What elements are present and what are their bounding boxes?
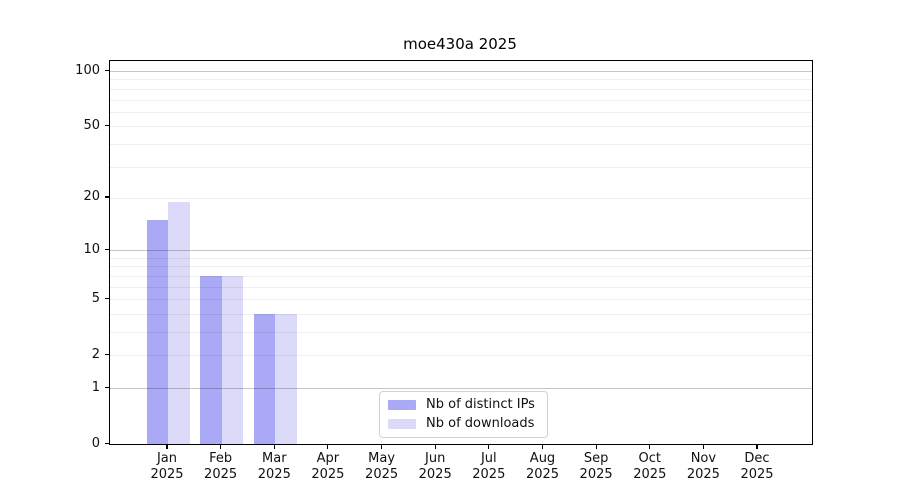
- x-tick-label-mar: Mar 2025: [238, 451, 310, 482]
- legend-swatch-distinct-ips: [388, 400, 416, 410]
- gridline-3: [110, 332, 812, 333]
- x-tick-month-may: May: [368, 451, 396, 466]
- y-tick-mark-100: [104, 69, 109, 71]
- y-tick-label-50: 50: [83, 117, 100, 133]
- y-tick-mark-2: [104, 353, 109, 355]
- x-tick-month-oct: Oct: [638, 451, 662, 466]
- bar-nb-of-distinct-ips-feb: [200, 275, 222, 444]
- x-tick-month-feb: Feb: [209, 451, 233, 466]
- x-tick-year-mar: 2025: [257, 466, 291, 482]
- y-tick-mark-20: [104, 196, 109, 198]
- bar-nb-of-downloads-mar: [275, 313, 297, 444]
- x-tick-mark-mar: [273, 444, 275, 449]
- gridline-70: [110, 99, 812, 101]
- x-tick-month-mar: Mar: [262, 451, 287, 466]
- y-tick-label-1: 1: [91, 379, 100, 395]
- x-tick-label-oct: Oct 2025: [614, 451, 686, 482]
- bar-nb-of-distinct-ips-jan: [146, 219, 168, 444]
- x-tick-year-jul: 2025: [472, 466, 506, 482]
- x-tick-month-apr: Apr: [316, 451, 340, 466]
- x-tick-label-may: May 2025: [346, 451, 418, 482]
- legend-row-downloads: Nb of downloads: [388, 417, 535, 431]
- gridline-6: [110, 286, 812, 288]
- y-tick-label-10: 10: [83, 241, 100, 257]
- x-tick-year-oct: 2025: [633, 466, 667, 482]
- y-tick-mark-1: [104, 386, 109, 388]
- gridline-10: [110, 250, 812, 252]
- x-tick-mark-sep: [595, 444, 597, 449]
- gridline-90: [110, 79, 812, 81]
- x-tick-month-dec: Dec: [744, 451, 770, 466]
- x-tick-mark-aug: [541, 444, 544, 449]
- x-tick-label-jan: Jan 2025: [131, 451, 203, 482]
- gridline-2: [110, 355, 812, 357]
- y-tick-label-100: 100: [75, 62, 100, 78]
- gridline-80: [110, 88, 812, 90]
- gridline-60: [110, 111, 812, 113]
- x-tick-year-apr: 2025: [311, 466, 345, 482]
- legend-label-distinct-ips: Nb of distinct IPs: [426, 397, 535, 412]
- legend-swatch-downloads: [388, 419, 416, 429]
- y-tick-mark-0: [104, 442, 109, 444]
- x-tick-year-feb: 2025: [204, 466, 238, 482]
- legend-row-distinct-ips: Nb of distinct IPs: [388, 398, 535, 412]
- legend: Nb of distinct IPs Nb of downloads: [379, 391, 548, 438]
- x-tick-month-aug: Aug: [529, 451, 556, 466]
- chart-title: moe430a 2025: [403, 35, 517, 53]
- x-tick-month-jul: Jul: [480, 451, 497, 466]
- x-tick-mark-may: [381, 444, 383, 449]
- gridline-20: [110, 197, 812, 199]
- x-tick-label-feb: Feb 2025: [185, 451, 257, 482]
- x-tick-label-dec: Dec 2025: [721, 451, 793, 482]
- x-tick-label-nov: Nov 2025: [667, 451, 739, 482]
- y-tick-label-0: 0: [91, 435, 100, 451]
- gridline-40: [110, 143, 812, 145]
- x-tick-year-dec: 2025: [740, 466, 774, 482]
- x-tick-mark-oct: [649, 444, 651, 449]
- bar-nb-of-distinct-ips-mar: [253, 313, 276, 444]
- x-tick-mark-jan: [166, 444, 168, 449]
- gridline-100: [110, 71, 812, 72]
- x-tick-mark-apr: [327, 444, 329, 449]
- x-tick-year-may: 2025: [365, 466, 399, 482]
- x-tick-year-sep: 2025: [579, 466, 613, 482]
- gridline-5: [110, 299, 812, 301]
- gridline-30: [110, 166, 812, 168]
- x-tick-mark-jul: [488, 444, 490, 449]
- x-tick-label-jul: Jul 2025: [453, 451, 525, 482]
- x-tick-month-jan: Jan: [156, 451, 178, 466]
- gridline-8: [110, 266, 812, 268]
- y-tick-label-20: 20: [83, 189, 100, 205]
- gridline-7: [110, 275, 812, 277]
- y-tick-label-5: 5: [91, 290, 100, 306]
- y-tick-label-2: 2: [91, 346, 100, 362]
- gridline-4: [110, 313, 812, 315]
- x-tick-month-nov: Nov: [690, 451, 717, 466]
- x-tick-year-aug: 2025: [525, 466, 560, 482]
- x-tick-mark-dec: [756, 444, 758, 449]
- x-tick-year-nov: 2025: [686, 466, 720, 482]
- legend-label-downloads: Nb of downloads: [426, 416, 535, 431]
- x-tick-month-sep: Sep: [583, 451, 609, 466]
- y-tick-mark-5: [104, 297, 109, 299]
- bar-nb-of-downloads-feb: [221, 275, 244, 444]
- x-tick-mark-jun: [434, 444, 436, 449]
- x-tick-month-jun: Jun: [425, 451, 446, 466]
- y-tick-mark-10: [104, 248, 109, 250]
- x-tick-year-jan: 2025: [150, 466, 184, 482]
- x-tick-label-jun: Jun 2025: [399, 451, 471, 482]
- plot-area: [109, 60, 813, 445]
- x-tick-mark-nov: [702, 444, 704, 449]
- gridline-1: [110, 388, 812, 389]
- x-tick-mark-feb: [220, 444, 222, 449]
- bar-nb-of-downloads-jan: [168, 201, 190, 444]
- y-tick-mark-50: [104, 124, 109, 126]
- gridline-50: [110, 126, 812, 128]
- gridline-9: [110, 257, 812, 259]
- x-tick-label-sep: Sep 2025: [560, 451, 632, 482]
- x-tick-label-aug: Aug 2025: [507, 451, 579, 482]
- x-tick-label-apr: Apr 2025: [292, 451, 364, 482]
- x-tick-year-jun: 2025: [418, 466, 452, 482]
